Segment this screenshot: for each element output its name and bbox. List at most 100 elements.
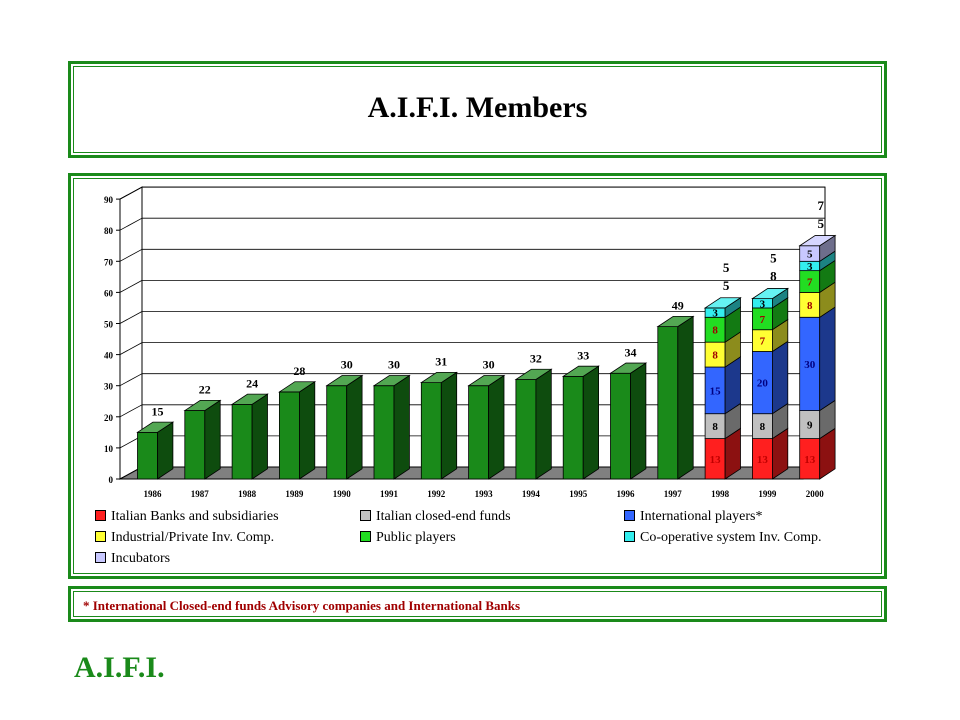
segment-data-label: 9 bbox=[807, 420, 813, 432]
aifi-logo-text: A.I.F.I. bbox=[74, 651, 165, 684]
y-tick-label: 70 bbox=[104, 257, 114, 267]
bar-top bbox=[561, 365, 600, 377]
legend-item: Italian Banks and subsidiaries bbox=[95, 509, 279, 525]
segment-data-label: 15 bbox=[710, 385, 722, 397]
legend-swatch bbox=[624, 531, 635, 543]
x-tick-label: 1997 bbox=[664, 489, 683, 499]
x-tick-label: 1996 bbox=[617, 489, 636, 499]
x-tick-label: 2000 bbox=[806, 489, 825, 499]
bar-segment-side bbox=[582, 365, 599, 480]
bar-segment-side bbox=[298, 380, 316, 480]
segment-data-label: 3 bbox=[807, 261, 813, 273]
segment-data-label: 30 bbox=[804, 359, 816, 371]
chart-panel bbox=[68, 173, 887, 579]
legend-label: Industrial/Private Inv. Comp. bbox=[111, 530, 275, 545]
total-data-label: 30 bbox=[388, 358, 400, 372]
segment-data-label: 8 bbox=[712, 350, 718, 362]
legend-swatch bbox=[360, 510, 371, 522]
bar-segment-side bbox=[440, 371, 458, 480]
bar-segment-side bbox=[488, 374, 505, 480]
bar-segment-side bbox=[393, 374, 410, 480]
gridline-side bbox=[119, 342, 143, 355]
legend-item: Italian closed-end funds bbox=[360, 509, 511, 525]
legend-item: Public players bbox=[360, 530, 456, 546]
total-data-label: 28 bbox=[293, 364, 305, 378]
gridline-side bbox=[119, 217, 143, 231]
x-tick-label: 1998 bbox=[711, 489, 730, 499]
x-tick-label: 1990 bbox=[333, 489, 352, 499]
bar-segment-front bbox=[184, 410, 206, 480]
bar-segment-front bbox=[137, 431, 158, 480]
legend-swatch bbox=[95, 531, 106, 543]
total-data-label: 49 bbox=[672, 299, 684, 313]
total-data-label: 34 bbox=[625, 345, 637, 359]
segment-data-label: 13 bbox=[710, 454, 722, 466]
total-data-label: 22 bbox=[199, 383, 211, 397]
x-tick-label: 1992 bbox=[427, 489, 446, 499]
legend-label: Italian Banks and subsidiaries bbox=[111, 509, 279, 524]
bar-top bbox=[372, 375, 411, 387]
bar-top bbox=[278, 381, 317, 393]
bar-segment-side bbox=[251, 393, 268, 480]
bar-segment-front bbox=[326, 385, 348, 480]
bar-segment-front bbox=[657, 326, 679, 480]
bar-segment-front bbox=[468, 385, 490, 480]
bar-top bbox=[751, 288, 790, 300]
segment-data-label: 8 bbox=[760, 421, 766, 433]
bar-top bbox=[419, 371, 459, 383]
bar-top bbox=[798, 235, 837, 247]
legend-label: Italian closed-end funds bbox=[376, 509, 511, 524]
bar-top bbox=[703, 297, 742, 309]
y-tick-label: 30 bbox=[104, 382, 114, 392]
legend-item: Industrial/Private Inv. Comp. bbox=[95, 530, 274, 546]
y-tick-label: 90 bbox=[104, 195, 114, 205]
bar-top bbox=[230, 393, 269, 405]
gridline-side bbox=[119, 186, 143, 200]
x-tick-label: 1986 bbox=[144, 489, 163, 499]
legend-item: Incubators bbox=[95, 551, 170, 567]
footnote-panel: * International Closed-end funds Advisor… bbox=[68, 586, 887, 622]
bar-top bbox=[136, 421, 175, 433]
bar-segment-side bbox=[677, 315, 694, 480]
bar-top bbox=[467, 375, 506, 387]
x-tick-label: 1999 bbox=[758, 489, 777, 499]
bar-segment-front bbox=[420, 382, 442, 480]
bar-segment-front bbox=[562, 375, 584, 480]
bar-top bbox=[325, 375, 364, 387]
segment-data-label: 3 bbox=[760, 298, 766, 310]
bar-segment-side bbox=[819, 306, 836, 412]
total-data-label: 15 bbox=[152, 404, 164, 418]
segment-data-label: 13 bbox=[757, 454, 769, 466]
footnote-text: * International Closed-end funds Advisor… bbox=[83, 598, 521, 613]
total-data-label: 30 bbox=[341, 358, 353, 372]
bar-segment-side bbox=[772, 340, 789, 415]
bar-top bbox=[609, 362, 648, 374]
segment-data-label: 20 bbox=[757, 378, 769, 390]
total-data-label: 33 bbox=[577, 348, 589, 362]
bar-segment-side bbox=[535, 368, 552, 480]
total-data-label: 32 bbox=[530, 351, 542, 365]
legend-label: Co-operative system Inv. Comp. bbox=[640, 530, 822, 545]
bar-segment-front bbox=[373, 385, 395, 480]
x-tick-label: 1991 bbox=[380, 489, 399, 499]
legend-swatch bbox=[624, 510, 635, 522]
segment-data-label: 5 bbox=[807, 249, 813, 261]
legend-swatch bbox=[95, 510, 106, 522]
legend-label: Incubators bbox=[111, 551, 171, 566]
y-tick-label: 40 bbox=[104, 351, 114, 361]
legend-item: Co-operative system Inv. Comp. bbox=[624, 530, 821, 546]
total-data-label: 30 bbox=[483, 358, 495, 372]
legend-label: Public players bbox=[376, 530, 456, 545]
segment-data-label: 13 bbox=[804, 454, 816, 466]
y-tick-label: 60 bbox=[104, 288, 114, 298]
x-tick-label: 1993 bbox=[475, 489, 494, 499]
gridline-side bbox=[119, 404, 143, 418]
x-tick-label: 1987 bbox=[191, 489, 210, 499]
bar-segment-front bbox=[610, 372, 631, 480]
y-tick-label: 10 bbox=[104, 444, 114, 454]
total-data-label: 24 bbox=[246, 376, 258, 390]
y-tick-label: 0 bbox=[109, 475, 114, 485]
page-title: A.I.F.I. Members bbox=[367, 91, 588, 124]
